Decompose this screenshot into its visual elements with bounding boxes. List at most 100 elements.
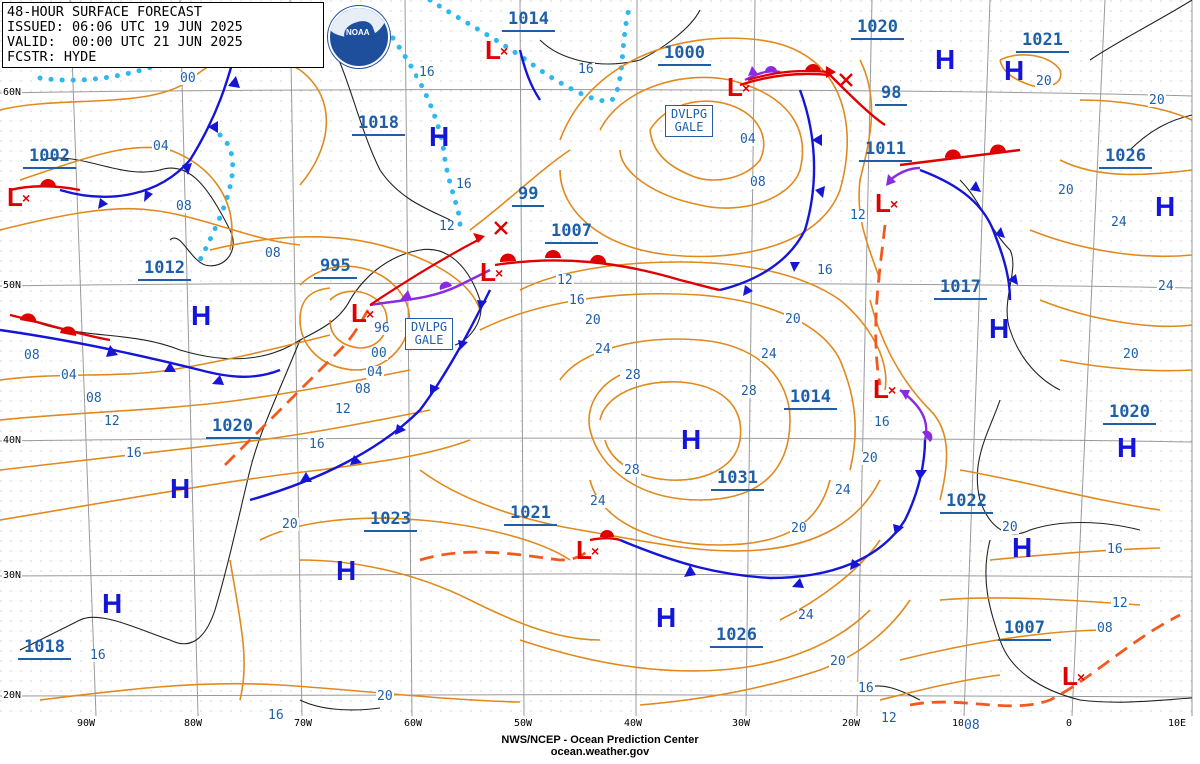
lat-label: 30N <box>2 570 23 581</box>
issued-time: ISSUED: 06:06 UTC 19 JUN 2025 <box>7 19 243 35</box>
pressure-label: 1020 <box>1103 402 1156 425</box>
forecast-title: 48-HOUR SURFACE FORECAST <box>7 4 203 20</box>
gale-line2: GALE <box>414 333 444 347</box>
lon-label: 50W <box>514 718 533 729</box>
isobar-label: 12 <box>556 273 574 288</box>
isobar-label: 24 <box>594 342 612 357</box>
lon-label: 80W <box>184 718 203 729</box>
isobar-label: 28 <box>623 463 641 478</box>
isobar-label: 16 <box>568 293 586 308</box>
isobar-label: 20 <box>1148 93 1166 108</box>
high-pressure-center: H <box>681 424 702 455</box>
coastlines <box>19 0 1193 711</box>
pressure-label: 995 <box>314 256 357 279</box>
isobar-label: 16 <box>89 648 107 663</box>
high-pressure-center: H <box>1012 532 1033 563</box>
high-pressure-center: H <box>336 555 357 586</box>
isobar-label: 20 <box>1057 183 1075 198</box>
occluded-symbols <box>400 66 933 442</box>
isobar-label: 16 <box>125 446 143 461</box>
pressure-label: 1020 <box>851 17 904 40</box>
isobar-label: 08 <box>85 391 103 406</box>
isobar-label: 16 <box>455 177 473 192</box>
lon-label: 90W <box>77 718 96 729</box>
lon-label: 10E <box>1168 718 1187 729</box>
low-pressure-center: L × <box>7 182 31 212</box>
graticule <box>0 0 1193 717</box>
isobar-label: 24 <box>834 483 852 498</box>
isobar-label: 08 <box>354 382 372 397</box>
noaa-logo-icon: NOAA <box>328 6 390 68</box>
pressure-label: 1007 <box>998 618 1051 641</box>
pressure-label: 1023 <box>364 509 417 532</box>
pressure-label: 1014 <box>502 9 555 32</box>
low-pressure-center: L × <box>351 298 375 328</box>
isobar-label: 12 <box>1111 596 1129 611</box>
low-pressure-center: L × <box>875 188 899 218</box>
forecast-header: 48-HOUR SURFACE FORECAST ISSUED: 06:06 U… <box>2 2 324 68</box>
isobar-label: 28 <box>624 368 642 383</box>
isobar-label: 16 <box>418 65 436 80</box>
isobar-label: 08 <box>749 175 767 190</box>
isobar-label: 12 <box>103 414 121 429</box>
isobar-label: 20 <box>376 689 394 704</box>
troughs <box>224 224 1181 708</box>
pressure-label: 1002 <box>23 146 76 169</box>
isobar-label: 16 <box>308 437 326 452</box>
isobar-label: 24 <box>1157 279 1175 294</box>
low-pressure-center: L × <box>727 72 751 102</box>
isobar-label: 00 <box>179 71 197 86</box>
isobar-label: 16 <box>577 62 595 77</box>
isobar-label: 24 <box>1110 215 1128 230</box>
noaa-logo-text: NOAA <box>346 28 370 37</box>
forecaster: FCSTR: HYDE <box>7 49 97 65</box>
pressure-label: 1014 <box>784 387 837 410</box>
lat-label: 50N <box>2 280 23 291</box>
isobar-label: 08 <box>264 246 282 261</box>
isobar-label: 20 <box>790 521 808 536</box>
low-pressure-center: L × <box>485 35 509 65</box>
pressure-label: 1011 <box>859 139 912 162</box>
high-pressure-center: H <box>170 473 191 504</box>
isobar-label: 96 <box>373 321 391 336</box>
storm-tracks <box>369 69 831 306</box>
footer-url: ocean.weather.gov <box>550 746 650 758</box>
pressure-label: 1021 <box>1016 30 1069 53</box>
lat-label: 60N <box>2 87 23 98</box>
pressure-label: 99 <box>512 184 545 207</box>
isobar-label: 20 <box>861 451 879 466</box>
isobar-label: 20 <box>584 313 602 328</box>
pressure-label: 1012 <box>138 258 191 281</box>
isobar-label: 08 <box>1096 621 1114 636</box>
pressure-label: 1017 <box>934 277 987 300</box>
lat-label: 40N <box>2 435 23 446</box>
low-pressure-center: L × <box>1062 661 1086 691</box>
isobar-label: 16 <box>267 708 285 723</box>
isobar-label: 20 <box>1001 520 1019 535</box>
isobar-label: 16 <box>857 681 875 696</box>
pressure-label: 1031 <box>711 468 764 491</box>
gale-line2: GALE <box>674 120 704 134</box>
isobar-label: 08 <box>175 199 193 214</box>
dissipated-markers <box>494 73 853 235</box>
lon-label: 20W <box>842 718 861 729</box>
isobar-label: 20 <box>784 312 802 327</box>
isobar-label: 24 <box>760 347 778 362</box>
gale-warning-box: DVLPG GALE <box>405 318 454 350</box>
isobar-label: 20 <box>281 517 299 532</box>
high-pressure-center: H <box>935 44 956 75</box>
pressure-label: 1022 <box>940 491 993 514</box>
lon-label: 70W <box>294 718 313 729</box>
isobar-label: 20 <box>1035 74 1053 89</box>
warm-front-bumps <box>20 64 1006 537</box>
cold-front-barbs <box>98 76 1018 588</box>
high-pressure-center: H <box>656 602 677 633</box>
pressure-label: 1026 <box>710 625 763 648</box>
footer-agency: NWS/NCEP - Ocean Prediction Center <box>501 734 699 746</box>
lon-label: 30W <box>732 718 751 729</box>
isobar-label: 12 <box>849 208 867 223</box>
isobar-label: 04 <box>152 139 170 154</box>
isobar-label: 12 <box>880 711 898 726</box>
isobar-label: 20 <box>829 654 847 669</box>
